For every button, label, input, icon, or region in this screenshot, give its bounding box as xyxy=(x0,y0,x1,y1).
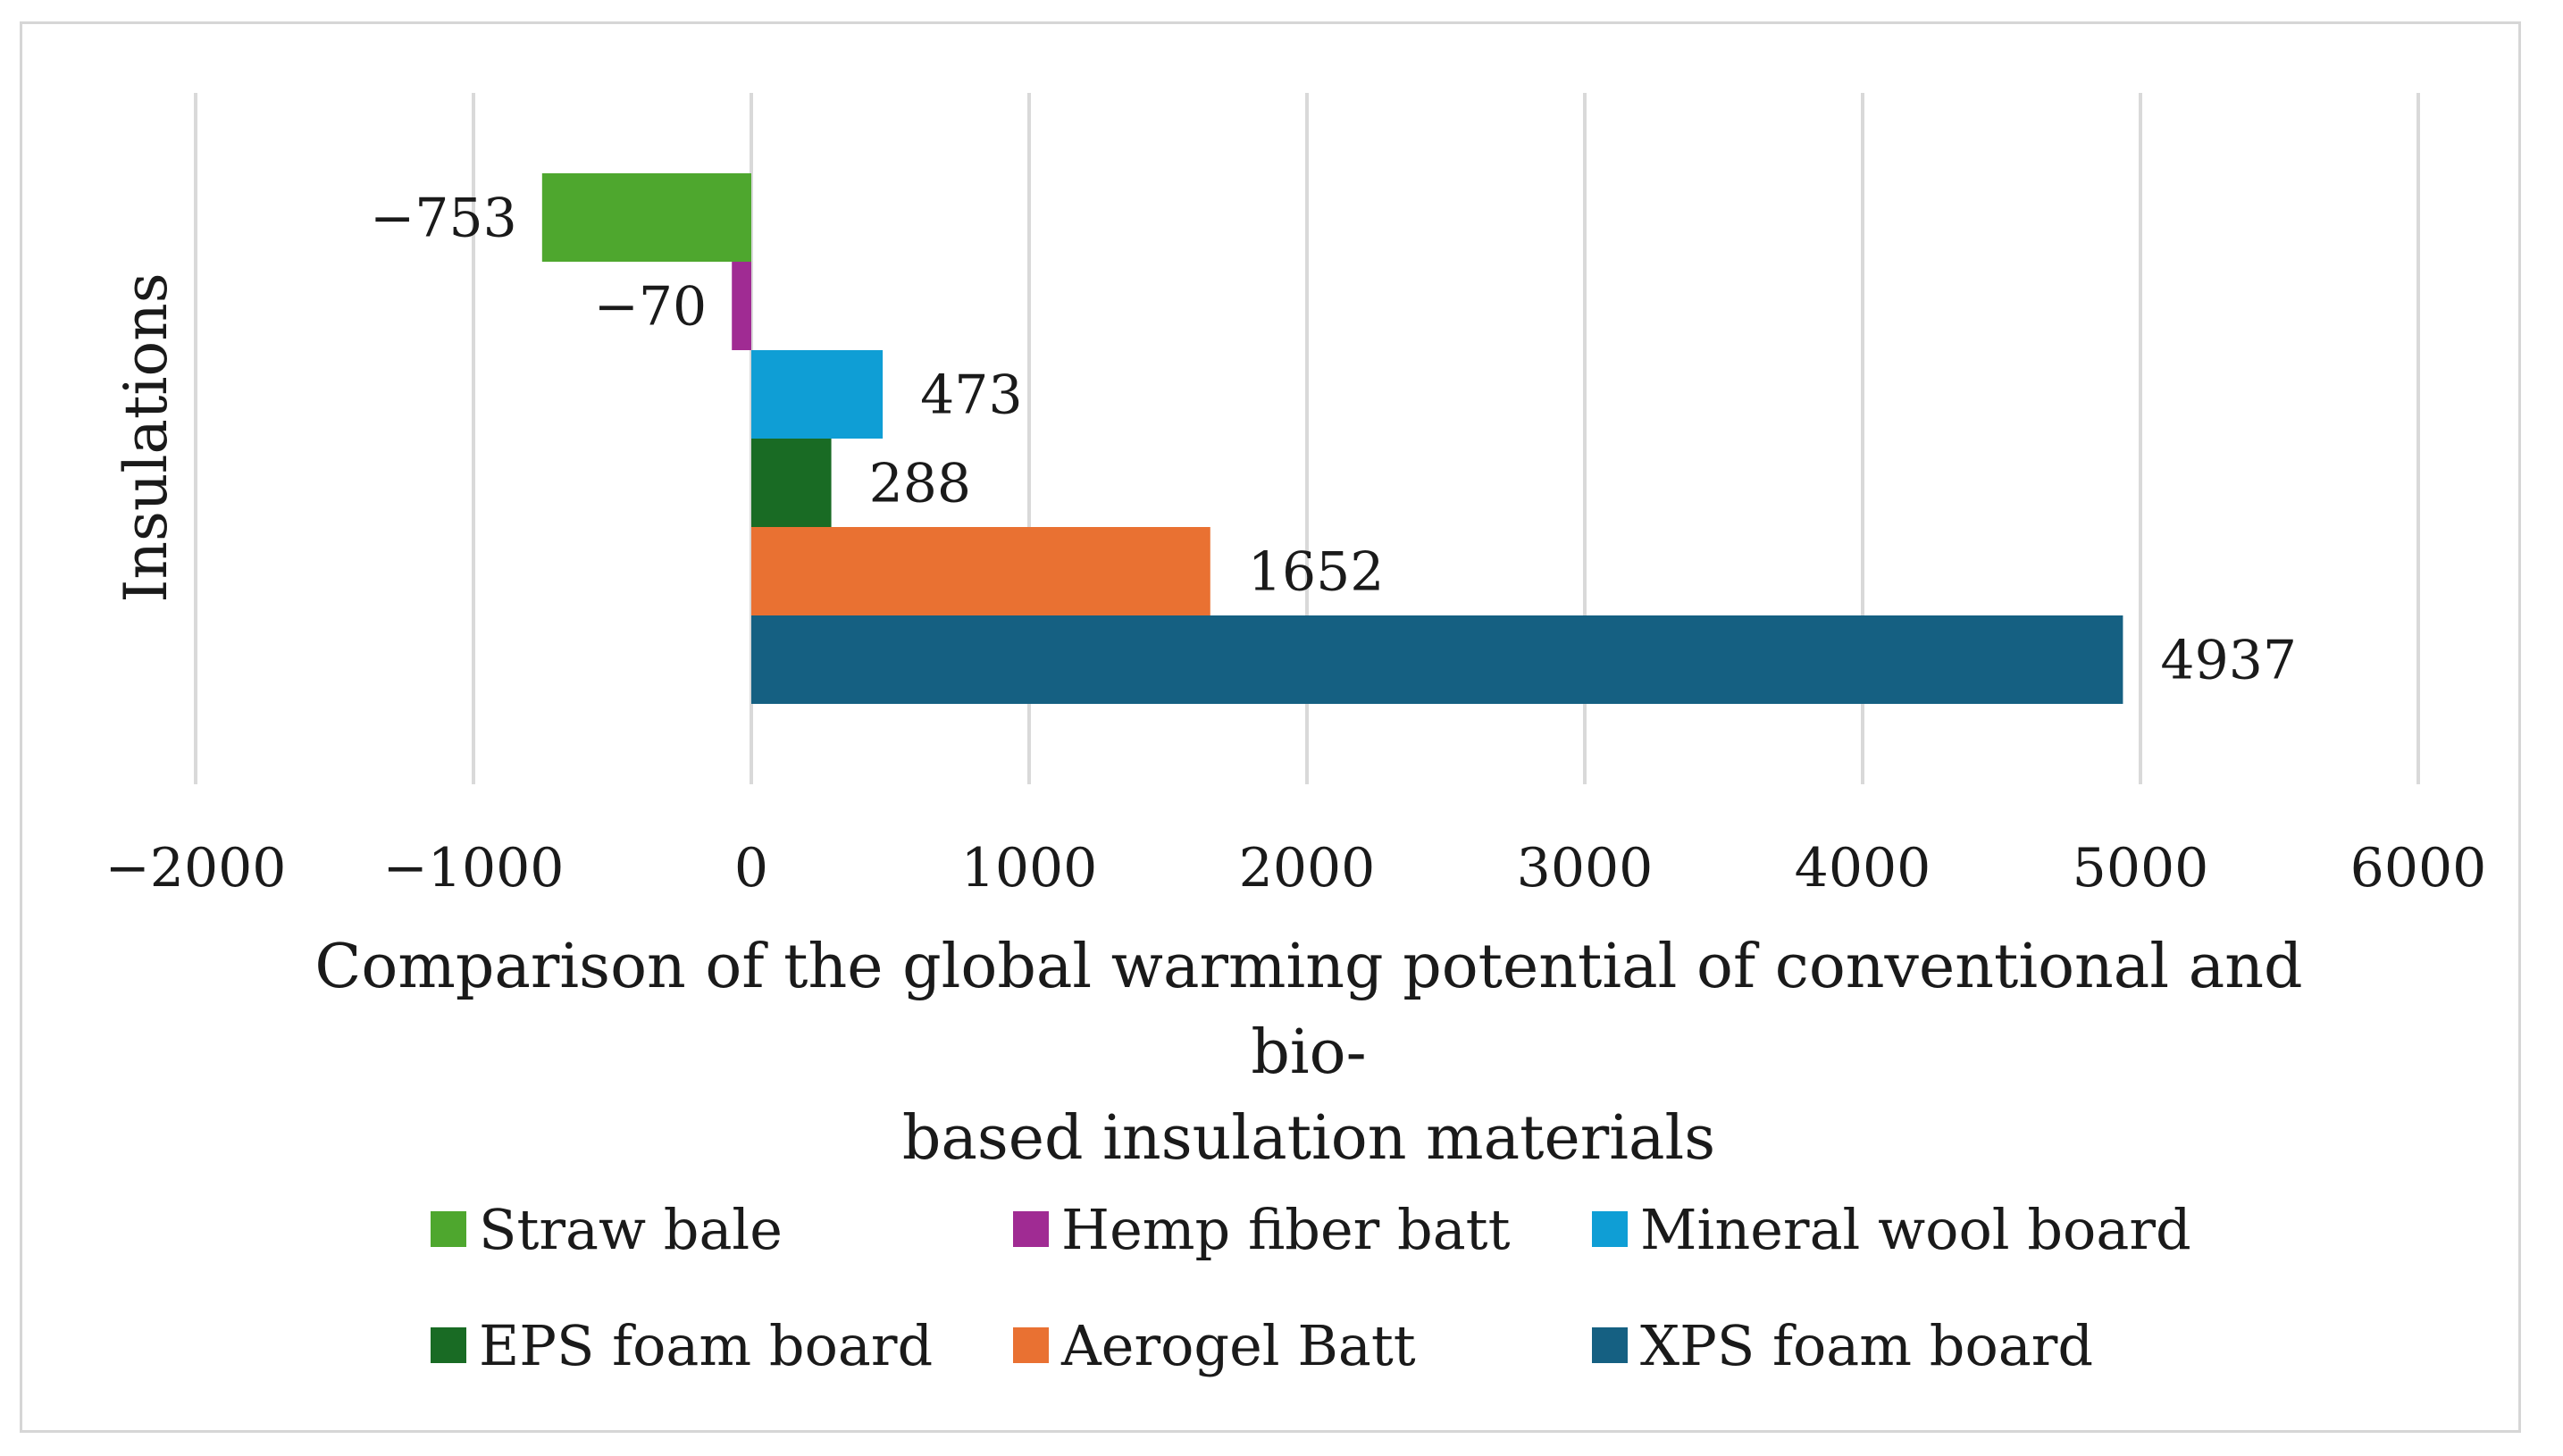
x-tick-label: 3000 xyxy=(1517,837,1654,900)
bar-mineral-wool-board xyxy=(751,350,884,439)
x-tick-label: 4000 xyxy=(1795,837,1931,900)
legend-label: XPS foam board xyxy=(1640,1312,2094,1378)
legend-swatch xyxy=(431,1327,466,1363)
legend-swatch xyxy=(1013,1211,1049,1247)
legend-item-aerogel-batt: Aerogel Batt xyxy=(1013,1310,1416,1381)
x-tick-label: 2000 xyxy=(1239,837,1376,900)
y-axis-title: Insulations xyxy=(112,272,180,602)
data-label-xps-foam-board: 4937 xyxy=(2160,630,2297,692)
legend-swatch xyxy=(1592,1211,1628,1247)
legend-item-xps-foam-board: XPS foam board xyxy=(1592,1310,2093,1381)
bar-xps-foam-board xyxy=(751,615,2123,704)
data-label-hemp-fiber-batt: −70 xyxy=(594,276,708,339)
legend-item-eps-foam-board: EPS foam board xyxy=(431,1310,933,1381)
chart-frame xyxy=(20,21,2521,1433)
x-axis-title-line-1: Comparison of the global warming potenti… xyxy=(314,932,2303,1088)
legend-swatch xyxy=(431,1211,466,1247)
x-axis-ticks: −2000 −1000 0 1000 2000 3000 4000 5000 6000 xyxy=(105,837,2487,900)
x-tick-label: 6000 xyxy=(2350,837,2487,900)
legend-swatch xyxy=(1592,1327,1628,1363)
legend-label: Hemp fiber batt xyxy=(1061,1196,1511,1262)
legend-label: Aerogel Batt xyxy=(1061,1312,1416,1378)
bars xyxy=(541,173,2123,704)
bar-eps-foam-board xyxy=(751,439,832,527)
data-label-straw-bale: −753 xyxy=(370,188,517,250)
legend-item-mineral-wool-board: Mineral wool board xyxy=(1592,1193,2191,1265)
x-tick-label: 0 xyxy=(734,837,768,900)
data-label-eps-foam-board: 288 xyxy=(869,453,972,515)
legend-swatch xyxy=(1013,1327,1049,1363)
legend-label: Mineral wool board xyxy=(1640,1196,2191,1262)
legend-item-straw-bale: Straw bale xyxy=(431,1193,783,1265)
bar-aerogel-batt xyxy=(751,527,1210,615)
x-axis-title: Comparison of the global warming potenti… xyxy=(268,925,2349,1182)
data-labels: −753 −70 473 288 1652 4937 xyxy=(370,188,2297,692)
x-tick-label: −1000 xyxy=(383,837,565,900)
x-tick-label: 5000 xyxy=(2073,837,2209,900)
bar-hemp-fiber-batt xyxy=(732,262,751,350)
legend-label: EPS foam board xyxy=(479,1312,934,1378)
x-tick-label: −2000 xyxy=(105,837,287,900)
legend-item-hemp-fiber-batt: Hemp fiber batt xyxy=(1013,1193,1511,1265)
data-label-mineral-wool-board: 473 xyxy=(920,364,1023,427)
x-axis-title-line-2: based insulation materials xyxy=(901,1103,1716,1174)
x-tick-label: 1000 xyxy=(961,837,1098,900)
data-label-aerogel-batt: 1652 xyxy=(1248,541,1385,604)
legend-label: Straw bale xyxy=(479,1196,783,1262)
bar-straw-bale xyxy=(541,173,751,262)
